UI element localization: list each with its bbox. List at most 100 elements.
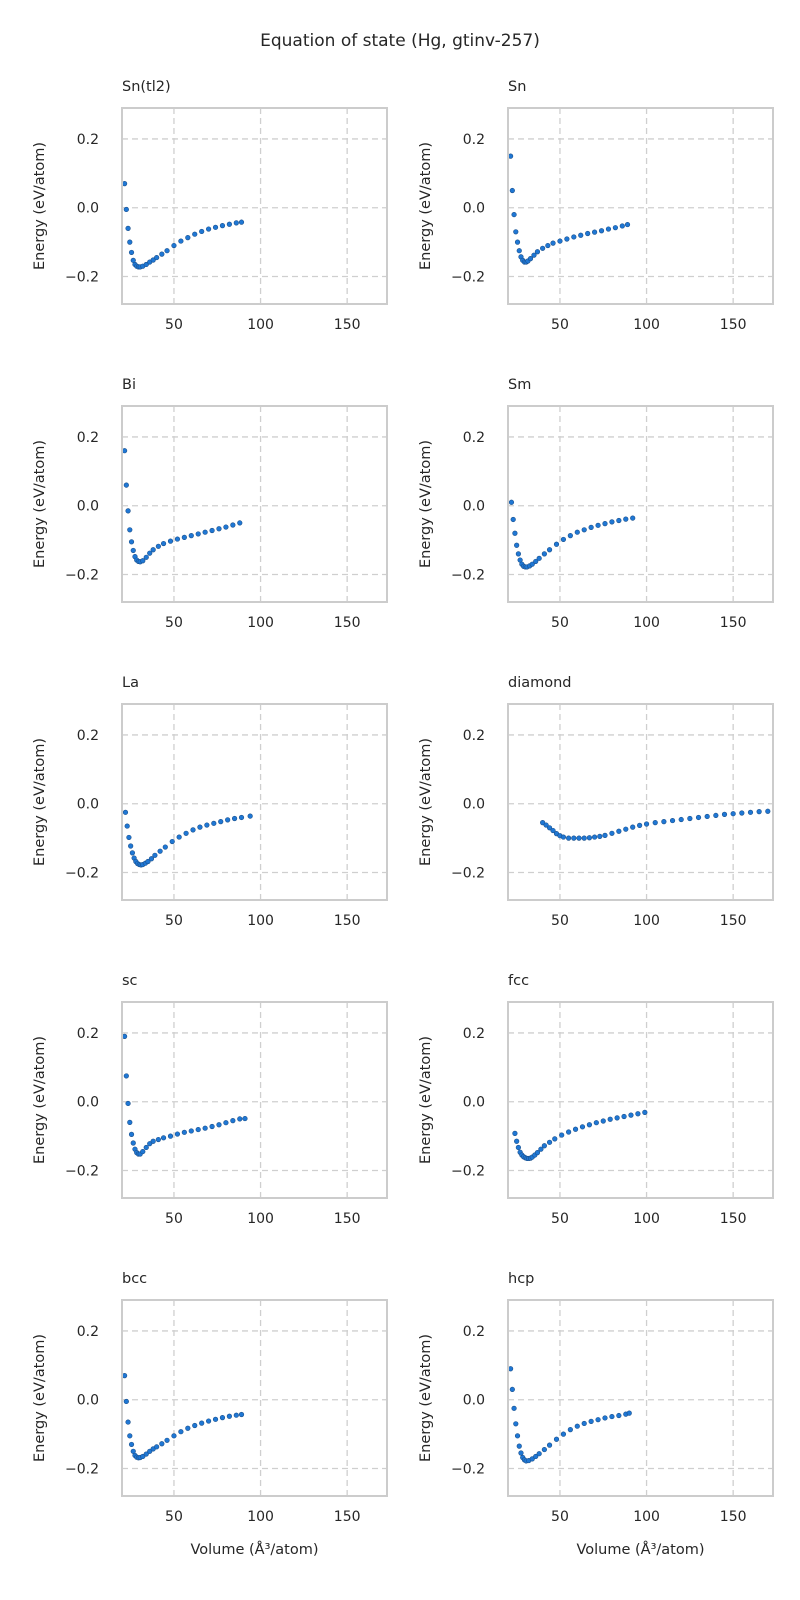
data-point <box>127 1119 133 1125</box>
data-point <box>509 187 515 194</box>
data-point <box>514 239 521 245</box>
data-point <box>765 808 771 814</box>
data-point <box>533 1453 539 1460</box>
data-point <box>598 228 605 234</box>
x-tick-label: 150 <box>720 317 747 333</box>
data-point <box>546 547 553 553</box>
data-point <box>516 248 522 254</box>
y-axis-label: Energy (eV/atom) <box>418 142 434 270</box>
data-point <box>581 1420 587 1427</box>
data-point <box>150 1138 156 1144</box>
data-point <box>174 1131 181 1137</box>
data-point <box>183 830 189 836</box>
data-point <box>225 817 231 823</box>
data-point <box>124 823 130 829</box>
data-point <box>125 1419 131 1425</box>
data-point <box>181 1129 187 1135</box>
data-point <box>128 843 134 849</box>
data-point <box>199 228 205 235</box>
y-tick-label: 0.2 <box>77 132 99 148</box>
data-point <box>516 1443 522 1449</box>
data-point <box>192 1422 198 1429</box>
data-point <box>704 813 710 820</box>
y-tick-label: 0.2 <box>463 1324 485 1340</box>
data-point <box>527 256 534 262</box>
axes-frame <box>507 405 774 603</box>
x-tick-label: 100 <box>633 1211 660 1227</box>
data-point <box>515 1144 521 1151</box>
data-point <box>159 1441 165 1447</box>
data-point <box>209 527 215 534</box>
data-point <box>513 229 519 235</box>
data-point <box>602 520 608 527</box>
y-tick-label: −0.2 <box>451 865 485 881</box>
data-point <box>127 527 133 533</box>
panel-title: Sm <box>508 377 531 393</box>
data-point <box>178 238 184 244</box>
data-point <box>579 1124 586 1130</box>
data-point <box>125 508 131 514</box>
panel-sn-tl2: 50 100 150 −0.2 0.0 0.2 Sn(tl2) Energy (eV/atom… <box>32 79 388 333</box>
data-point <box>739 810 745 816</box>
data-point <box>237 1116 243 1122</box>
data-point <box>534 1150 541 1156</box>
x-tick-label: 100 <box>633 317 660 333</box>
data-point <box>223 1120 229 1126</box>
panel-title: Sn(tl2) <box>122 79 171 95</box>
data-point <box>230 1118 236 1124</box>
data-point <box>546 1442 553 1448</box>
data-point <box>212 224 219 230</box>
y-tick-label: 0.2 <box>463 1026 485 1042</box>
data-point <box>237 520 243 526</box>
data-point <box>581 527 587 533</box>
data-point <box>129 850 135 856</box>
y-tick-label: 0.0 <box>463 797 485 813</box>
data-point <box>602 832 608 838</box>
y-axis-label: Energy (eV/atom) <box>32 440 48 568</box>
data-point <box>574 529 580 535</box>
data-point <box>154 254 160 261</box>
data-point <box>581 835 587 841</box>
data-point <box>247 813 253 819</box>
data-point <box>531 252 537 258</box>
data-point <box>623 826 629 832</box>
data-point <box>567 533 573 539</box>
x-tick-label: 50 <box>551 1509 569 1525</box>
data-point <box>514 1138 520 1144</box>
series-points <box>507 153 631 265</box>
data-point <box>585 230 591 237</box>
y-tick-label: −0.2 <box>65 567 99 583</box>
data-point <box>160 1135 167 1141</box>
data-point <box>509 1386 515 1393</box>
data-point <box>147 1448 153 1454</box>
data-point <box>218 818 224 825</box>
data-point <box>536 1451 542 1457</box>
data-point <box>592 229 598 235</box>
y-tick-label: −0.2 <box>65 1461 99 1477</box>
data-point <box>678 816 684 823</box>
data-point <box>616 828 622 834</box>
y-tick-label: 0.0 <box>463 201 485 217</box>
figure-title: Equation of state (Hg, gtinv-257) <box>260 31 540 51</box>
data-point <box>185 1425 191 1431</box>
data-point <box>128 1441 135 1448</box>
data-point <box>164 248 170 254</box>
x-tick-label: 150 <box>334 1211 361 1227</box>
panel-sc: 50 100 150 −0.2 0.0 0.2 sc Energy (eV/atom) <box>32 973 388 1227</box>
data-point <box>216 526 222 532</box>
panel-fcc: 50 100 150 −0.2 0.0 0.2 fcc Energy (eV/atom) <box>418 973 774 1227</box>
data-point <box>209 1123 215 1130</box>
y-tick-label: −0.2 <box>65 1163 99 1179</box>
data-point <box>216 1122 222 1128</box>
panel-hcp: 50 100 150 −0.2 0.0 0.2 hcp Energy (eV/atom) Vol… <box>418 1271 774 1558</box>
x-tick-label: 50 <box>551 615 569 631</box>
series-points <box>508 499 636 570</box>
y-tick-label: 0.2 <box>463 430 485 446</box>
data-point <box>514 1433 521 1439</box>
data-point <box>128 249 135 256</box>
series-points <box>121 448 243 565</box>
x-tick-label: 150 <box>334 913 361 929</box>
data-point <box>226 1413 232 1419</box>
data-point <box>145 858 151 865</box>
data-point <box>536 555 542 561</box>
